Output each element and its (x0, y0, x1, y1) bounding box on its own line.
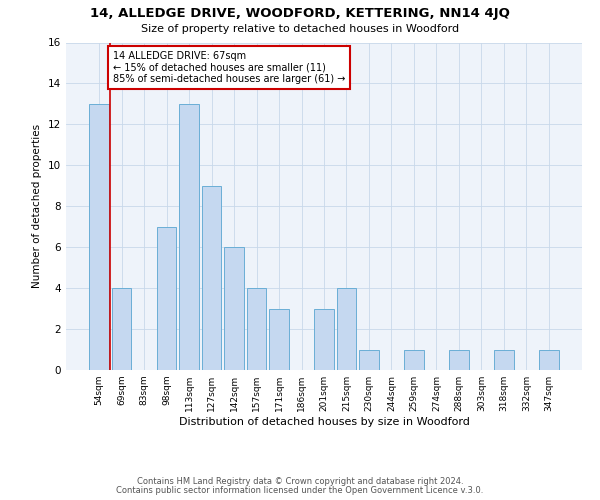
Text: 14, ALLEDGE DRIVE, WOODFORD, KETTERING, NN14 4JQ: 14, ALLEDGE DRIVE, WOODFORD, KETTERING, … (90, 8, 510, 20)
Y-axis label: Number of detached properties: Number of detached properties (32, 124, 43, 288)
X-axis label: Distribution of detached houses by size in Woodford: Distribution of detached houses by size … (179, 417, 469, 427)
Bar (112, 288, 131, 370)
Text: Contains public sector information licensed under the Open Government Licence v.: Contains public sector information licen… (116, 486, 484, 495)
Bar (404, 350, 424, 370)
Text: 14 ALLEDGE DRIVE: 67sqm
← 15% of detached houses are smaller (11)
85% of semi-de: 14 ALLEDGE DRIVE: 67sqm ← 15% of detache… (113, 50, 345, 84)
Bar (337, 288, 356, 370)
Bar (179, 104, 199, 370)
Bar (314, 308, 334, 370)
Bar (202, 186, 221, 370)
Bar (269, 308, 289, 370)
Bar (157, 226, 176, 370)
Bar (359, 350, 379, 370)
Bar (539, 350, 559, 370)
Text: Contains HM Land Registry data © Crown copyright and database right 2024.: Contains HM Land Registry data © Crown c… (137, 477, 463, 486)
Bar (89, 104, 109, 370)
Bar (247, 288, 266, 370)
Bar (449, 350, 469, 370)
Bar (494, 350, 514, 370)
Bar (224, 247, 244, 370)
Text: Size of property relative to detached houses in Woodford: Size of property relative to detached ho… (141, 24, 459, 34)
